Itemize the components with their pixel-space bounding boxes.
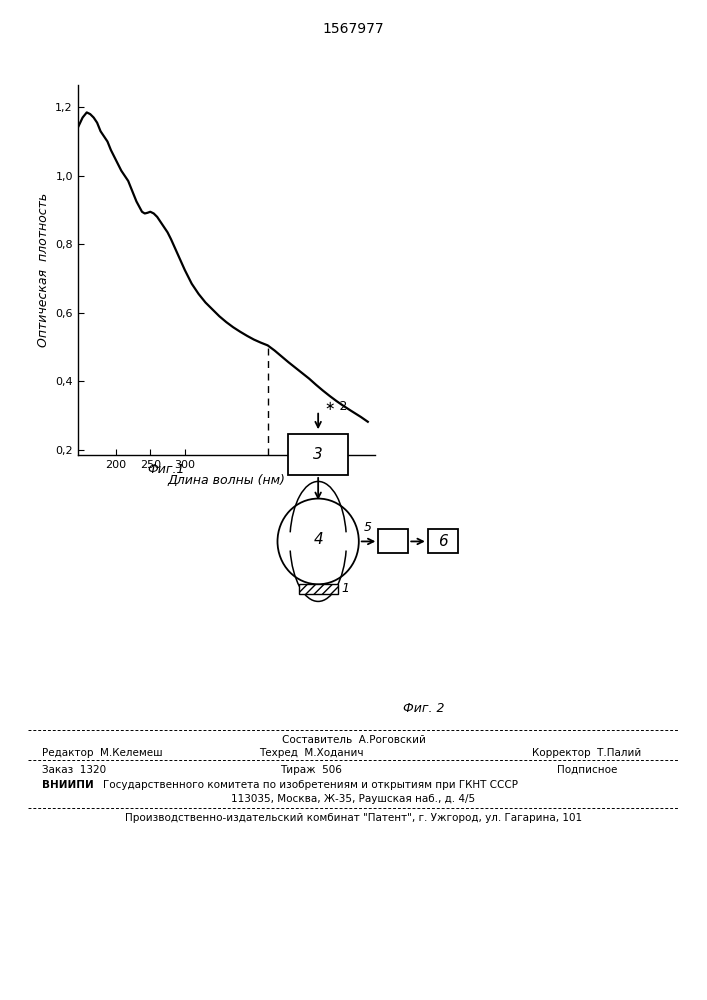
Text: Производственно-издательский комбинат "Патент", г. Ужгород, ул. Гагарина, 101: Производственно-издательский комбинат "П…	[125, 813, 582, 823]
X-axis label: Длина волны (нм): Длина волны (нм)	[168, 474, 285, 487]
Text: 6: 6	[438, 534, 448, 549]
Bar	[288, 434, 348, 475]
Y-axis label: Оптическая  плотность: Оптическая плотность	[37, 193, 49, 347]
Text: Тираж  506: Тираж 506	[280, 765, 342, 775]
Text: 1567977: 1567977	[322, 22, 385, 36]
Text: 3: 3	[313, 447, 323, 462]
Text: Составитель  А.Роговский: Составитель А.Роговский	[281, 735, 426, 745]
Text: Государственного комитета по изобретениям и открытиям при ГКНТ СССР: Государственного комитета по изобретения…	[103, 780, 518, 790]
Text: 113035, Москва, Ж-35, Раушская наб., д. 4/5: 113035, Москва, Ж-35, Раушская наб., д. …	[231, 794, 476, 804]
Text: ВНИИПИ: ВНИИПИ	[42, 780, 94, 790]
Bar	[298, 584, 338, 594]
Text: 5: 5	[363, 521, 372, 534]
Text: Подписное: Подписное	[556, 765, 617, 775]
Bar	[378, 529, 409, 553]
Ellipse shape	[277, 499, 358, 584]
Text: Корректор  Т.Палий: Корректор Т.Палий	[532, 748, 641, 758]
Text: 1: 1	[342, 582, 350, 595]
Text: Заказ  1320: Заказ 1320	[42, 765, 107, 775]
Text: Техред  М.Ходанич: Техред М.Ходанич	[259, 748, 363, 758]
Text: Редактор  М.Келемеш: Редактор М.Келемеш	[42, 748, 163, 758]
Text: Фиг.1: Фиг.1	[147, 463, 185, 476]
Text: Фиг. 2: Фиг. 2	[404, 702, 445, 715]
Text: ∗ 2: ∗ 2	[325, 400, 347, 413]
Bar	[428, 529, 458, 553]
Text: 4: 4	[313, 532, 323, 547]
